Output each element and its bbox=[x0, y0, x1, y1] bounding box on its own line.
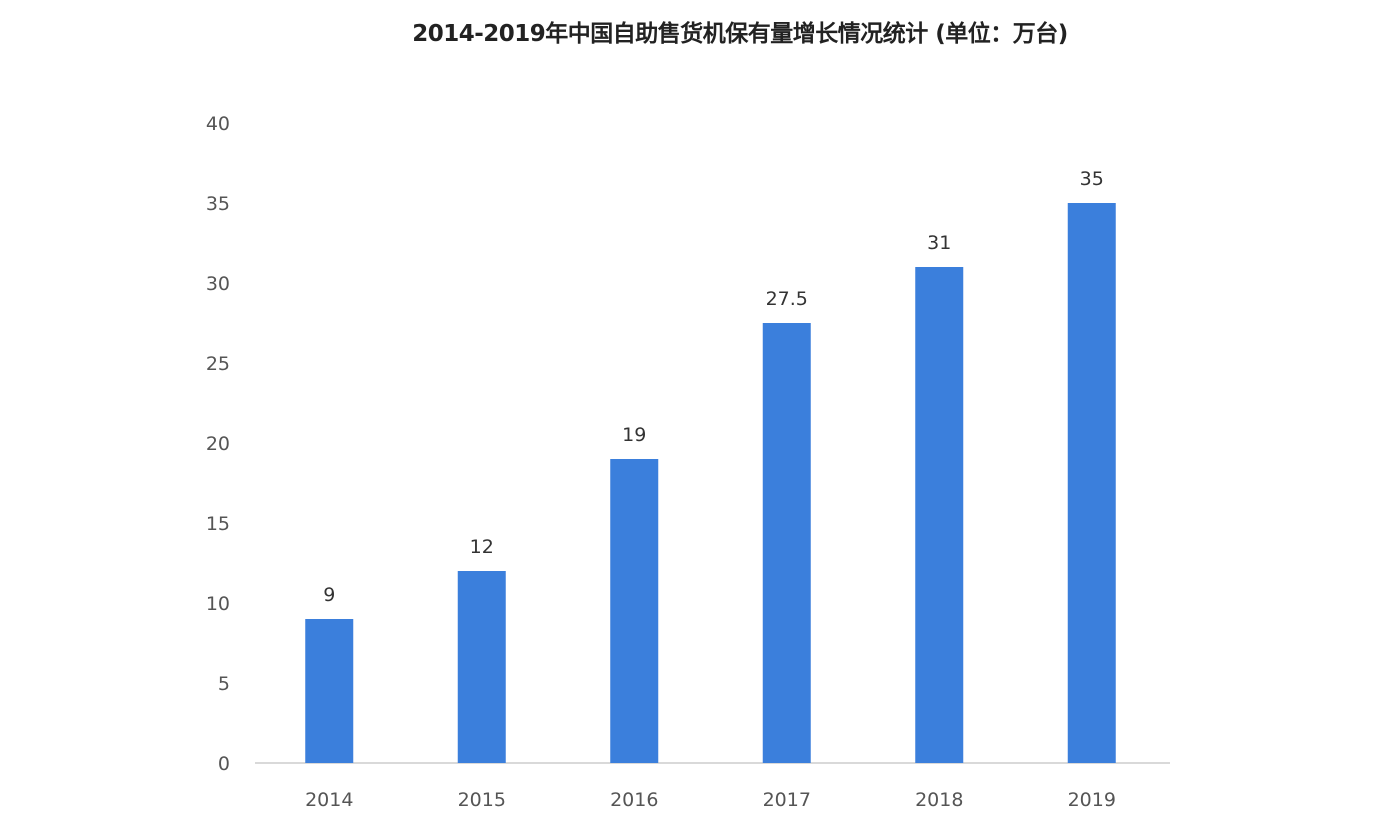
bar-2014 bbox=[305, 619, 354, 763]
bar-2015 bbox=[457, 571, 506, 763]
data-label-2017: 27.5 bbox=[766, 288, 808, 310]
y-tick-label: 40 bbox=[206, 113, 230, 135]
data-label-2016: 19 bbox=[622, 424, 646, 446]
x-tick-label: 2016 bbox=[610, 789, 658, 811]
y-tick-label: 30 bbox=[206, 273, 230, 295]
x-tick-label: 2015 bbox=[458, 789, 506, 811]
y-tick-label: 35 bbox=[206, 193, 230, 215]
bar-2017 bbox=[762, 323, 811, 763]
data-label-2018: 31 bbox=[927, 232, 951, 254]
x-tick-label: 2014 bbox=[305, 789, 353, 811]
x-tick-label: 2019 bbox=[1068, 789, 1116, 811]
y-tick-label: 15 bbox=[206, 513, 230, 535]
data-label-2014: 9 bbox=[323, 584, 335, 606]
bar-2019 bbox=[1067, 203, 1116, 763]
y-tick-label: 0 bbox=[218, 753, 230, 775]
y-tick-label: 10 bbox=[206, 593, 230, 615]
bar-2016 bbox=[610, 459, 659, 763]
chart-title: 2014-2019年中国自助售货机保有量增长情况统计 (单位：万台) bbox=[412, 21, 1068, 47]
y-tick-label: 25 bbox=[206, 353, 230, 375]
data-label-2015: 12 bbox=[470, 536, 494, 558]
y-tick-label: 5 bbox=[218, 673, 230, 695]
x-tick-label: 2018 bbox=[915, 789, 963, 811]
data-label-2019: 35 bbox=[1080, 168, 1104, 190]
y-tick-label: 20 bbox=[206, 433, 230, 455]
bar-2018 bbox=[915, 267, 964, 763]
x-tick-label: 2017 bbox=[763, 789, 811, 811]
